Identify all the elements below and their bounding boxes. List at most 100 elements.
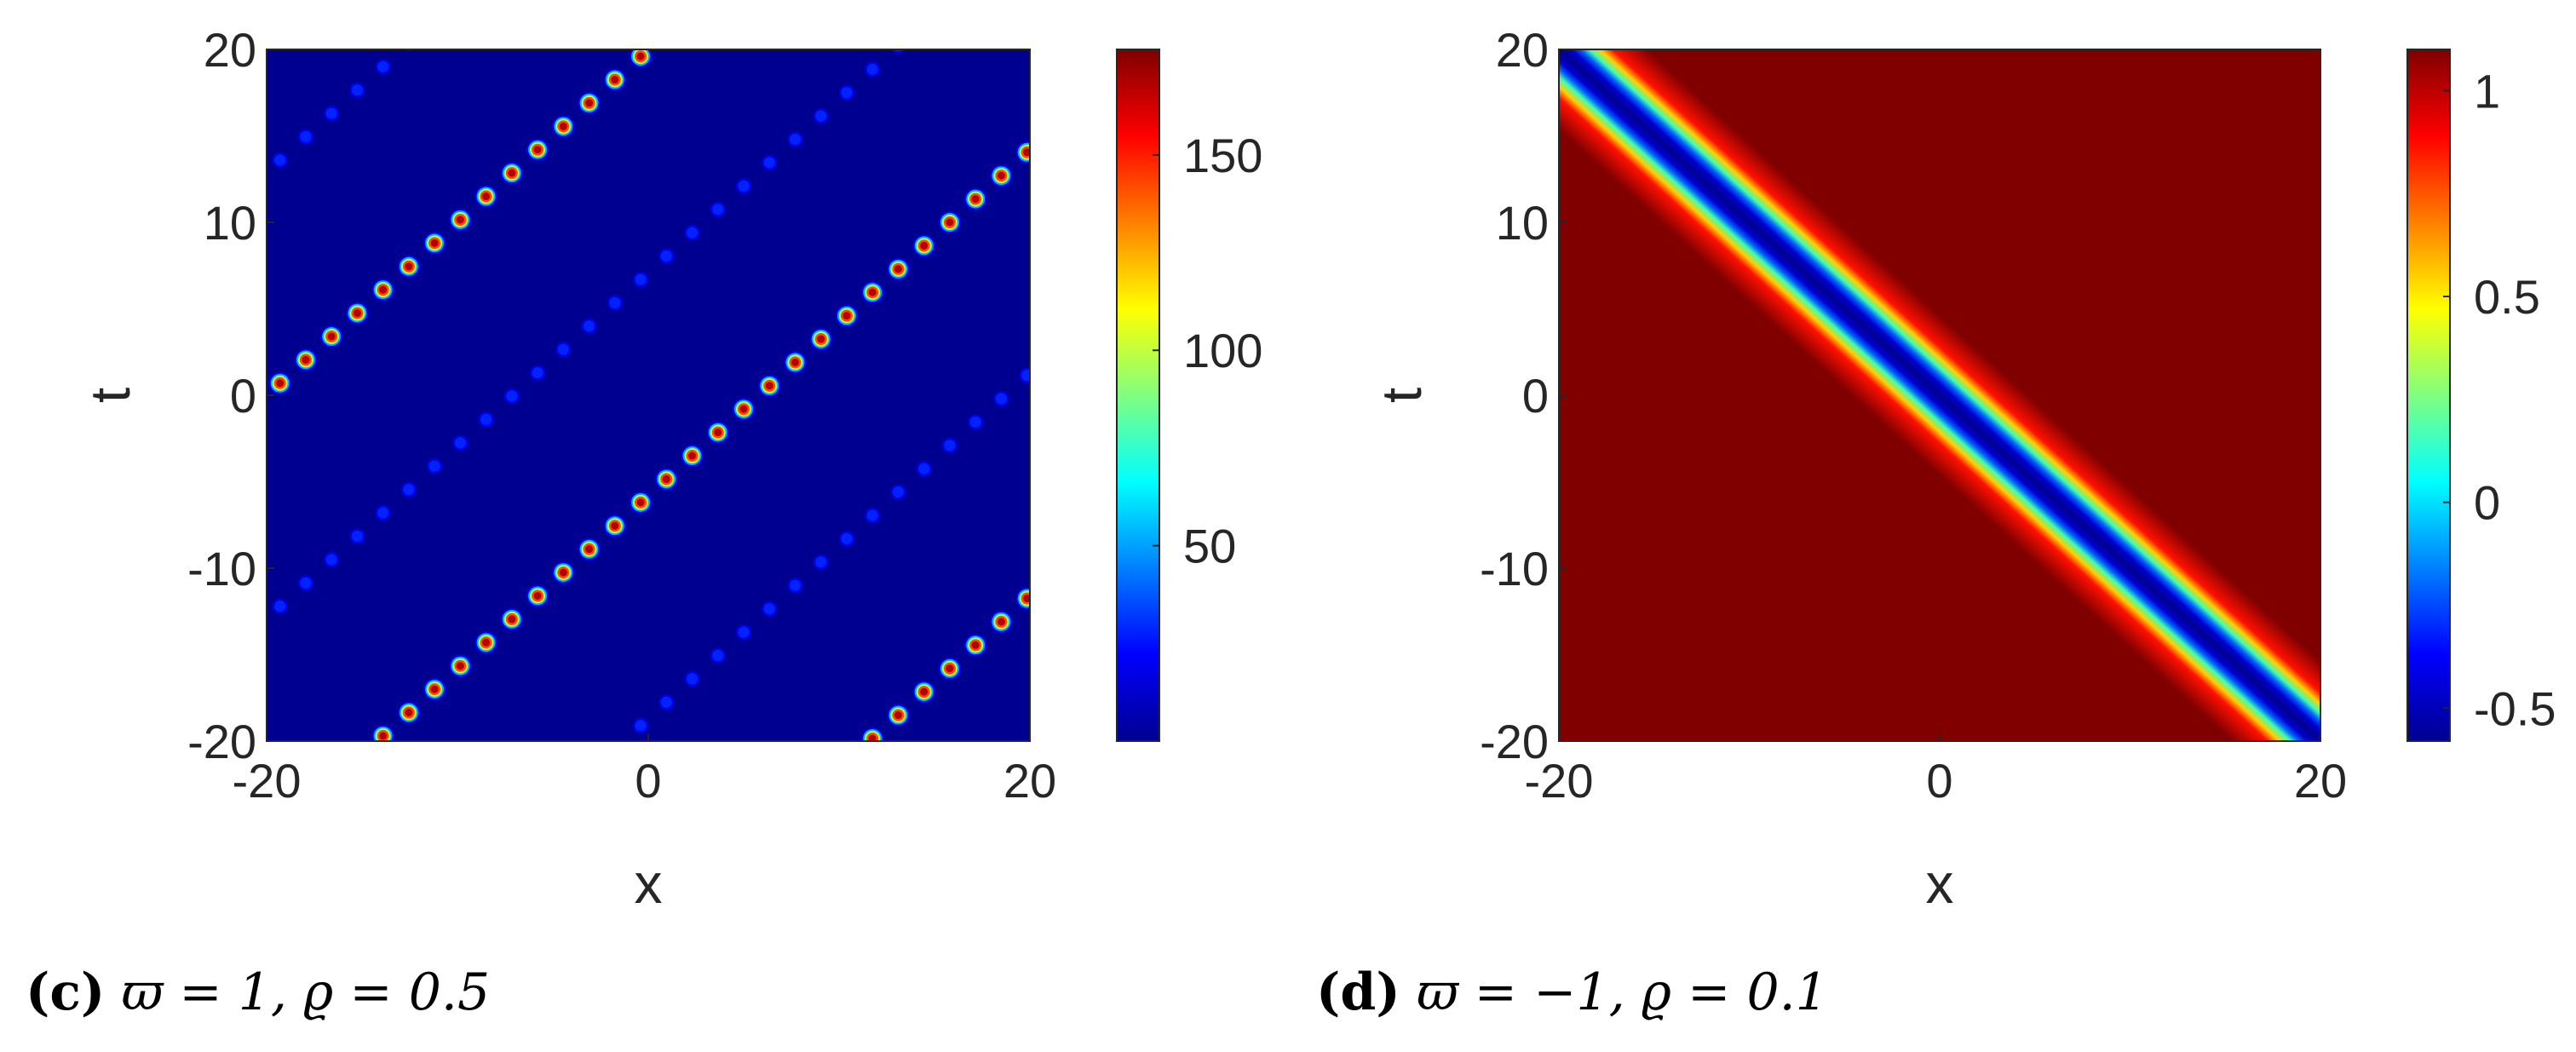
heatmap-c <box>221 12 1064 780</box>
caption-d-params: ϖ = −1, ϱ = 0.1 <box>1416 963 1828 1022</box>
peak-strong <box>500 162 523 185</box>
peak-strong <box>964 634 987 657</box>
peak-strong <box>1042 118 1064 140</box>
peak-strong <box>1042 118 1064 140</box>
peak-weak <box>838 531 854 547</box>
peak-strong <box>836 750 858 773</box>
peak-weak <box>297 575 313 591</box>
peak-weak <box>1045 344 1061 359</box>
y-axis-label-c: t <box>78 388 141 403</box>
peak-weak <box>246 175 262 191</box>
peak-weak <box>427 12 442 27</box>
peak-strong <box>552 115 575 138</box>
peak-weak <box>633 717 649 733</box>
peak-strong <box>346 748 368 770</box>
peak-weak <box>838 84 854 101</box>
colorbar-ticks-d: 1 0.5 0 -0.5 <box>2443 64 2556 735</box>
peak-weak <box>658 694 675 710</box>
colorbar-d <box>2406 49 2451 742</box>
x-tick-label: -20 <box>1525 754 1594 808</box>
peak-strong <box>887 257 910 280</box>
peak-strong <box>630 49 653 68</box>
colorbar-ticks-c: 150 100 50 <box>1153 129 1262 573</box>
peak-weak <box>297 129 313 145</box>
peak-weak <box>349 528 365 544</box>
peak-weak <box>684 225 700 241</box>
colorbar-c <box>1116 49 1160 742</box>
peak-strong <box>320 325 343 348</box>
peak-weak <box>736 178 751 194</box>
y-axis-label-d: t <box>1370 388 1433 403</box>
peak-weak <box>375 59 391 75</box>
peak-weak <box>890 484 906 500</box>
peak-strong <box>268 371 291 394</box>
peak-weak <box>324 106 340 122</box>
peak-weak <box>710 201 726 217</box>
peak-weak <box>400 481 417 497</box>
caption-d: (d) ϖ = −1, ϱ = 0.1 <box>1316 950 1828 1035</box>
x-tick-label: 0 <box>1926 754 1952 808</box>
peak-weak <box>658 248 675 264</box>
y-tick-label: -10 <box>187 542 256 595</box>
peak-weak <box>555 342 572 358</box>
peak-weak <box>762 601 778 617</box>
plot-area-c <box>267 49 1030 741</box>
peak-weak <box>375 505 391 521</box>
peak-weak <box>917 15 932 31</box>
peak-strong <box>371 279 394 302</box>
peak-strong <box>655 22 677 44</box>
peak-strong <box>1042 564 1064 586</box>
y-tick-label: 10 <box>1496 196 1549 250</box>
x-axis-label-d: x <box>1926 852 1954 915</box>
peak-strong <box>990 164 1013 187</box>
peak-strong <box>836 750 858 773</box>
peak-weak <box>221 645 236 660</box>
colorbar-tick-label: 50 <box>1183 520 1236 573</box>
peak-strong <box>706 421 729 444</box>
trough-band <box>1559 49 2320 741</box>
peak-weak <box>272 598 288 614</box>
peak-strong <box>294 348 317 371</box>
heatmap-d <box>1559 49 2320 741</box>
peak-strong <box>423 678 446 701</box>
peak-weak <box>941 437 957 453</box>
peak-strong <box>474 631 497 654</box>
peak-weak <box>968 414 984 430</box>
colorbar-tick-label: -0.5 <box>2474 681 2556 735</box>
peak-weak <box>324 551 340 567</box>
peak-weak <box>246 175 262 191</box>
axes-d: -20 0 20 20 10 0 -10 -20 <box>1480 23 2347 808</box>
peak-strong <box>733 398 755 421</box>
y-tick-label: 0 <box>230 369 256 423</box>
peak-strong <box>500 607 523 630</box>
peak-weak <box>891 49 906 54</box>
y-tick-label: -10 <box>1480 542 1549 595</box>
caption-c: (c) ϖ = 1, ϱ = 0.5 <box>26 950 490 1035</box>
x-tick-label: 20 <box>2294 754 2347 808</box>
peak-weak <box>993 391 1009 407</box>
peak-strong <box>912 681 935 704</box>
caption-c-label: (c) <box>26 963 106 1022</box>
chart-panel-d: -20 0 20 20 10 0 -10 -20 x t 1 0.5 0 -0.5 <box>1370 23 2556 915</box>
peak-weak <box>582 765 597 780</box>
peak-weak <box>787 578 803 594</box>
peak-strong <box>784 351 807 374</box>
peak-strong <box>861 281 884 304</box>
peak-strong <box>603 515 626 537</box>
peak-strong <box>912 234 935 257</box>
peak-weak <box>607 741 623 756</box>
peak-weak <box>246 622 262 637</box>
peak-strong <box>655 22 677 44</box>
peak-weak <box>427 12 442 27</box>
peak-strong <box>1015 587 1030 610</box>
peak-weak <box>917 15 932 31</box>
peak-strong <box>655 468 678 491</box>
peak-weak <box>1045 344 1061 359</box>
peak-weak <box>607 295 623 311</box>
peak-strong <box>346 302 369 325</box>
peak-weak <box>813 108 829 124</box>
peak-weak <box>503 388 520 405</box>
y-tick-label: -20 <box>1480 715 1549 768</box>
peak-weak <box>865 508 881 524</box>
axes-c: -20 0 20 20 10 0 -10 -20 <box>187 23 1056 808</box>
